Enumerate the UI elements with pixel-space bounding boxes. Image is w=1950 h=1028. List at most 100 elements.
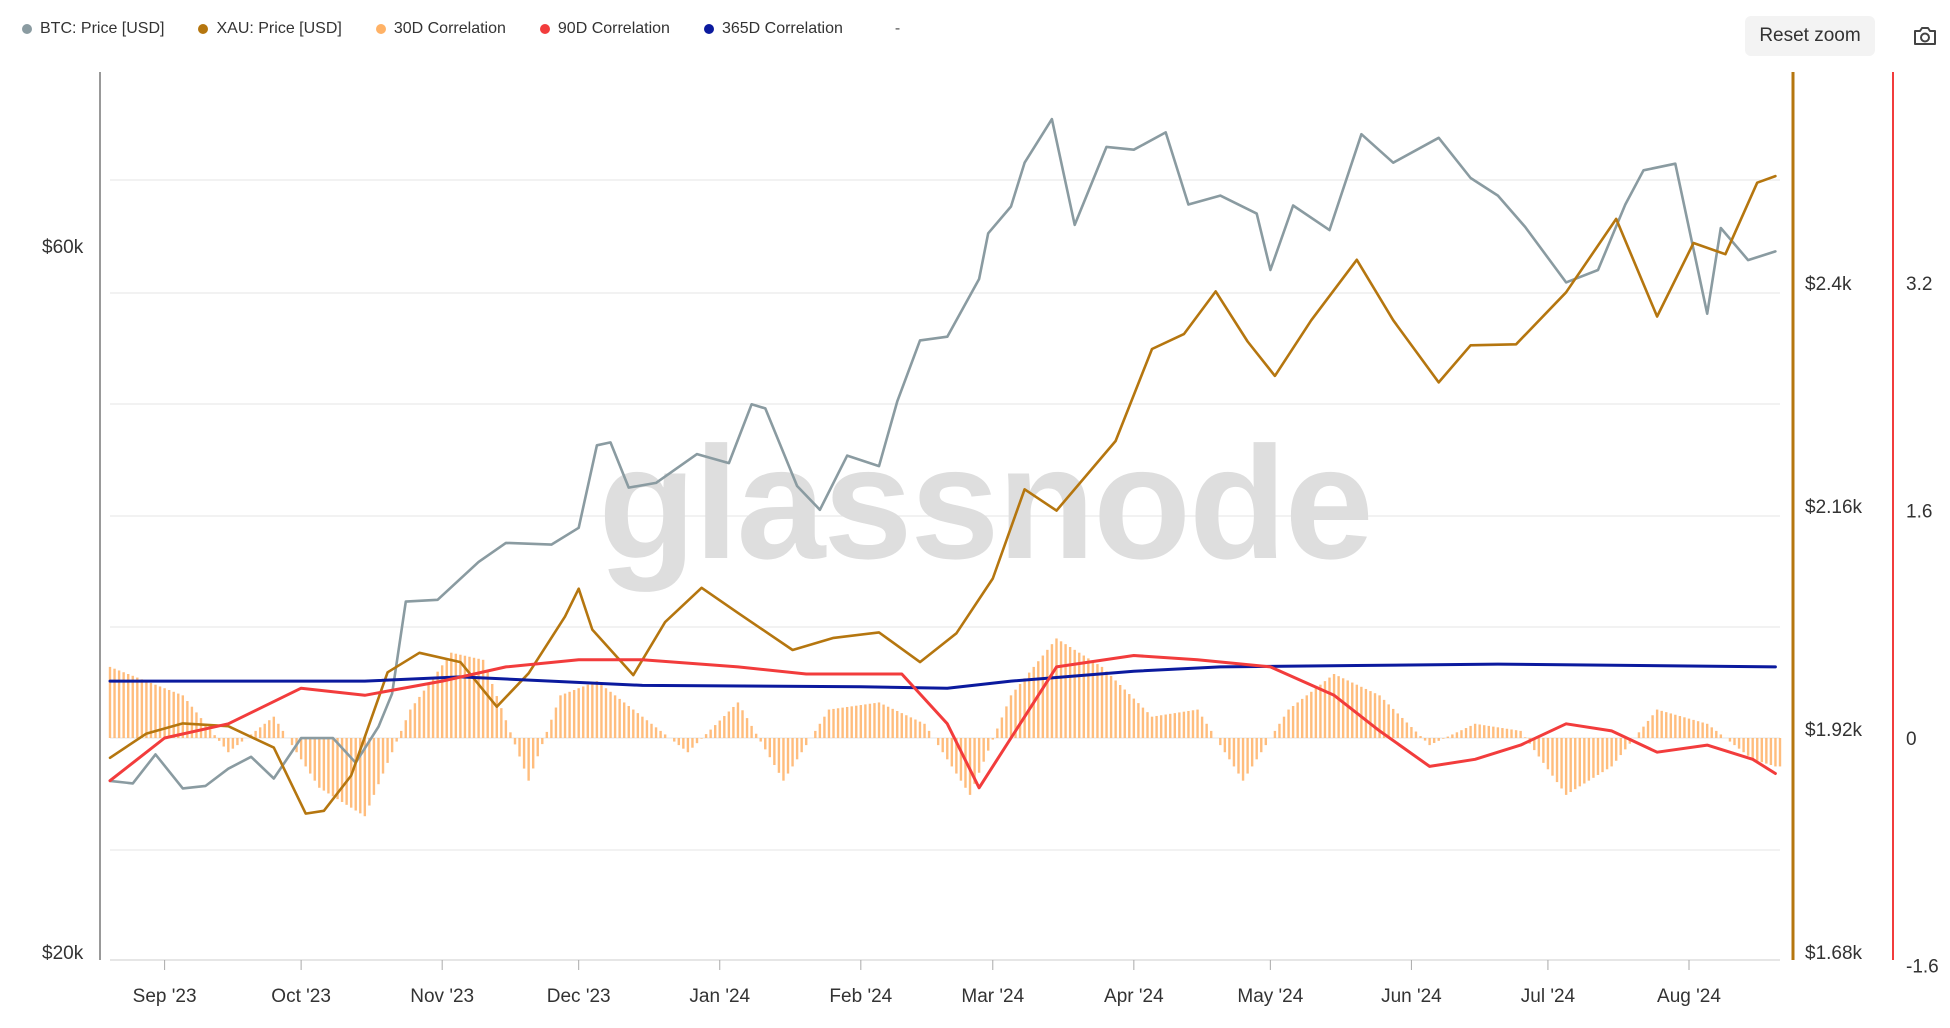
correlation-bar [1437, 738, 1440, 741]
correlation-bar [1442, 738, 1445, 739]
correlation-bar [709, 729, 712, 738]
90d-correlation-line [108, 654, 1777, 790]
correlation-bar [145, 681, 148, 738]
legend-label: 90D Correlation [557, 20, 670, 37]
correlation-bar [1009, 695, 1013, 738]
correlation-bar [1574, 738, 1577, 790]
correlation-bar [1087, 658, 1090, 738]
x-tick-label: Aug '24 [1657, 986, 1721, 1007]
correlation-bar [204, 723, 207, 738]
correlation-bar [395, 738, 398, 742]
correlation-bar [613, 695, 617, 738]
correlation-bar [645, 720, 649, 738]
correlation-bar [500, 708, 503, 738]
correlation-bar [786, 738, 790, 774]
correlation-bar [1564, 738, 1568, 795]
correlation-bar [1432, 738, 1436, 743]
correlation-bar [1205, 723, 1208, 738]
correlation-bar [1710, 727, 1713, 738]
correlation-bar [381, 738, 385, 774]
correlation-bar [1392, 708, 1395, 738]
correlation-bar [186, 701, 189, 738]
correlation-bar [1778, 738, 1782, 767]
correlation-bar [290, 738, 294, 746]
correlation-bar [268, 720, 271, 738]
correlation-bar [1314, 688, 1318, 738]
correlation-bar [463, 655, 467, 738]
btc-price-usd-line [108, 117, 1777, 790]
correlation-bar [782, 738, 785, 781]
correlation-bar [736, 702, 740, 738]
correlation-bar [1250, 738, 1254, 767]
correlation-bar [1096, 664, 1099, 738]
correlation-bar [1387, 704, 1390, 738]
legend-label: 30D Correlation [393, 20, 506, 37]
correlation-bar [1464, 728, 1468, 738]
correlation-bar [1237, 738, 1240, 774]
correlation-bar [1155, 715, 1158, 738]
correlation-bar [131, 675, 134, 738]
correlation-bar [1410, 727, 1413, 738]
correlation-bar [359, 738, 362, 814]
legend-item[interactable]: XAU: Price [USD] [198, 20, 342, 38]
correlation-bar [363, 738, 367, 817]
correlation-bar [1605, 738, 1609, 770]
correlation-bar [1041, 655, 1045, 738]
correlation-bar [559, 695, 562, 738]
correlation-bar [850, 706, 853, 738]
correlation-bar [1696, 721, 1700, 738]
correlation-bar [422, 690, 426, 738]
correlation-bar [222, 738, 225, 747]
correlation-bar [836, 708, 840, 738]
correlation-bar [440, 665, 444, 738]
correlation-bar [1401, 717, 1404, 738]
correlation-bar [1187, 710, 1190, 738]
correlation-bar [1310, 691, 1313, 738]
camera-icon[interactable] [1912, 24, 1938, 48]
correlation-bar [154, 684, 157, 738]
legend-dot [539, 24, 550, 34]
correlation-bar [1601, 738, 1604, 773]
correlation-bar [918, 721, 922, 738]
correlation-bar [213, 735, 216, 738]
correlation-bar [254, 730, 257, 738]
correlation-bar [1519, 730, 1522, 738]
legend-item[interactable]: BTC: Price [USD] [22, 20, 164, 38]
x-tick-label: Oct '23 [271, 986, 331, 1007]
correlation-bar [845, 706, 849, 738]
correlation-bar [1660, 710, 1663, 738]
correlation-bar [1705, 723, 1709, 738]
reset-zoom-button[interactable]: Reset zoom [1745, 16, 1875, 56]
legend-item[interactable]: 365D Correlation [703, 20, 843, 38]
correlation-bar [1478, 724, 1481, 738]
correlation-bar [1046, 649, 1049, 738]
correlation-bar [468, 656, 471, 738]
correlation-bar [600, 684, 603, 738]
correlation-bar [873, 703, 876, 738]
correlation-bar [914, 719, 917, 738]
correlation-bar [504, 720, 508, 738]
correlation-bar [686, 738, 690, 753]
correlation-bar [163, 688, 166, 738]
correlation-bar [946, 738, 949, 760]
legend-item[interactable]: 90D Correlation [539, 20, 670, 38]
correlation-bar [1578, 738, 1581, 787]
correlation-bar [1596, 738, 1600, 775]
correlation-bar [450, 652, 453, 738]
legend-item[interactable]: 30D Correlation [375, 20, 506, 38]
correlation-bar [272, 716, 276, 738]
corr-axis-label: 3.2 [1906, 274, 1932, 295]
correlation-bar [996, 728, 999, 738]
corr-axis-label: 1.6 [1906, 502, 1932, 523]
correlation-bar [1091, 661, 1095, 738]
correlation-bar [1533, 738, 1536, 751]
correlation-bar [1760, 738, 1763, 763]
correlation-bar [113, 668, 116, 738]
correlation-bar [322, 738, 326, 791]
correlation-bar [309, 738, 312, 774]
correlation-bar [1492, 726, 1495, 738]
correlation-bar [595, 681, 599, 738]
correlation-bar [1332, 674, 1336, 738]
correlation-bar [1078, 652, 1081, 738]
correlation-bar [1551, 738, 1554, 776]
